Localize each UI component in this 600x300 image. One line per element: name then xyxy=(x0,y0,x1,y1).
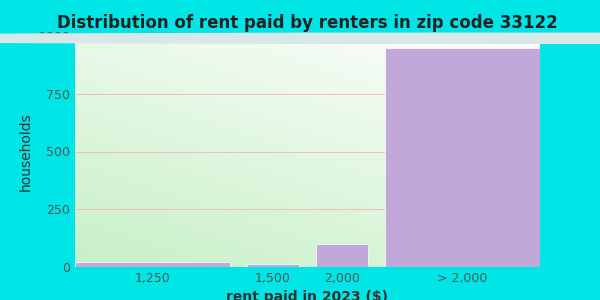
Bar xyxy=(75,262,230,267)
Y-axis label: households: households xyxy=(19,112,33,191)
Title: Distribution of rent paid by renters in zip code 33122: Distribution of rent paid by renters in … xyxy=(57,14,558,32)
Bar xyxy=(316,244,368,267)
Bar xyxy=(247,263,299,267)
X-axis label: rent paid in 2023 ($): rent paid in 2023 ($) xyxy=(227,290,389,300)
Bar xyxy=(385,47,540,267)
Circle shape xyxy=(0,33,600,43)
